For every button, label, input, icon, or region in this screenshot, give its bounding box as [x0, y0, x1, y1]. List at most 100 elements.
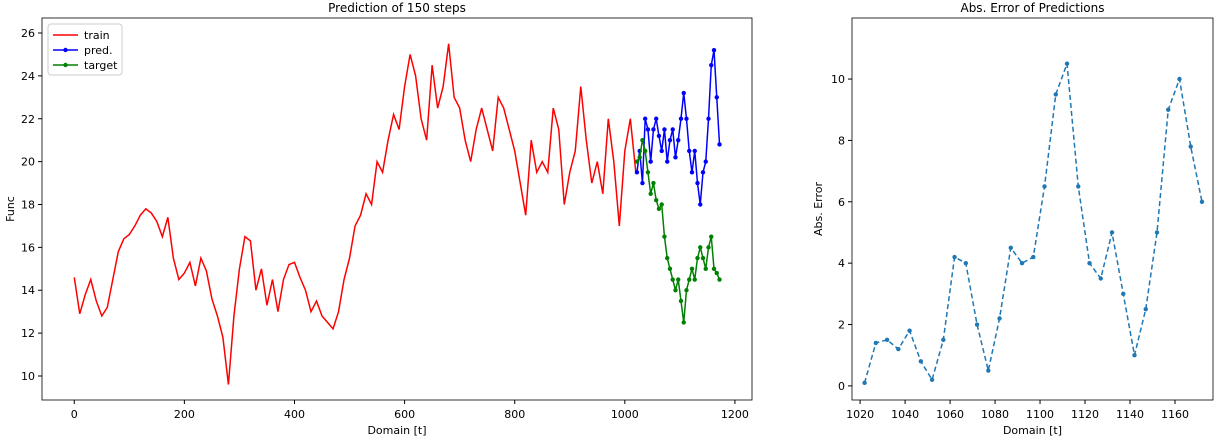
marker: [676, 137, 681, 143]
marker: [711, 47, 717, 53]
y-tick-label: 16: [21, 241, 35, 254]
marker: [1109, 230, 1115, 235]
marker: [698, 202, 703, 207]
y-tick-label: 10: [831, 73, 845, 86]
marker: [681, 90, 686, 96]
marker: [896, 346, 901, 352]
marker: [642, 116, 648, 121]
legend-label: train: [84, 29, 110, 42]
marker: [717, 277, 722, 282]
line: [73, 43, 637, 385]
marker: [634, 159, 640, 164]
marker: [689, 170, 695, 175]
y-tick-label: 18: [21, 198, 35, 211]
marker: [714, 95, 719, 100]
marker: [654, 116, 659, 121]
y-tick-label: 26: [21, 27, 35, 40]
y-tick-label: 22: [21, 113, 35, 126]
line: [636, 140, 721, 323]
marker: [1166, 107, 1171, 112]
marker: [700, 255, 706, 261]
y-tick-label: 24: [21, 70, 35, 83]
marker: [687, 277, 692, 282]
marker: [656, 206, 662, 211]
marker: [642, 148, 648, 154]
y-tick-label: 12: [21, 327, 35, 340]
x-axis-label: Domain [t]: [1003, 424, 1062, 437]
marker: [695, 180, 700, 186]
y-tick-label: 14: [21, 284, 35, 297]
marker: [1132, 353, 1137, 358]
marker: [640, 137, 645, 143]
x-tick-label: 1000: [611, 408, 639, 421]
marker: [698, 245, 703, 250]
marker: [651, 127, 656, 132]
marker: [717, 142, 722, 147]
marker: [654, 198, 659, 203]
marker: [700, 170, 706, 175]
chart-title: Abs. Error of Predictions: [960, 1, 1104, 15]
marker: [709, 234, 714, 239]
marker: [648, 159, 653, 164]
marker: [651, 180, 656, 186]
marker: [692, 148, 697, 154]
marker: [662, 234, 667, 239]
marker: [1076, 184, 1081, 189]
x-tick-label: 600: [394, 408, 415, 421]
x-tick-label: 200: [174, 408, 195, 421]
marker: [670, 277, 675, 282]
x-tick-label: 1020: [846, 408, 874, 421]
marker: [986, 368, 991, 373]
marker: [645, 127, 651, 132]
x-tick-label: 1100: [1026, 408, 1054, 421]
marker: [963, 260, 969, 266]
marker: [673, 155, 678, 160]
marker: [634, 170, 640, 175]
x-tick-label: 0: [71, 408, 78, 421]
marker: [1098, 276, 1103, 281]
marker: [648, 191, 653, 196]
marker: [1087, 260, 1092, 266]
marker: [659, 148, 664, 154]
marker: [689, 266, 695, 272]
marker: [684, 116, 689, 121]
marker: [1053, 92, 1058, 97]
marker: [1008, 245, 1013, 251]
marker: [884, 337, 890, 343]
x-tick-label: 800: [504, 408, 525, 421]
marker: [997, 316, 1002, 321]
y-tick-label: 2: [838, 319, 845, 332]
y-tick-label: 20: [21, 156, 35, 169]
legend-marker: [63, 62, 68, 68]
x-tick-label: 400: [284, 408, 305, 421]
line: [863, 63, 1203, 384]
marker: [711, 266, 717, 272]
marker: [873, 340, 879, 346]
marker: [678, 298, 684, 304]
x-tick-label: 1080: [981, 408, 1009, 421]
axes-frame: [851, 17, 1214, 401]
marker: [670, 127, 675, 132]
plot-area: [862, 61, 1205, 386]
marker: [681, 320, 686, 325]
marker: [645, 170, 651, 175]
marker: [667, 266, 673, 272]
marker: [659, 202, 664, 207]
x-tick-label: 1040: [891, 408, 919, 421]
marker: [1019, 260, 1025, 266]
plot-area: [73, 43, 722, 385]
y-tick-label: 6: [838, 196, 845, 209]
marker: [714, 270, 719, 276]
marker: [706, 116, 711, 121]
marker: [703, 266, 708, 272]
legend-label: target: [84, 59, 118, 72]
marker: [709, 62, 714, 68]
y-axis-label: Abs. Error: [812, 182, 825, 237]
x-tick-label: 1200: [721, 408, 749, 421]
marker: [862, 380, 867, 386]
y-tick-label: 10: [21, 370, 35, 383]
marker: [1177, 76, 1182, 82]
marker: [692, 277, 697, 282]
marker: [673, 288, 678, 293]
